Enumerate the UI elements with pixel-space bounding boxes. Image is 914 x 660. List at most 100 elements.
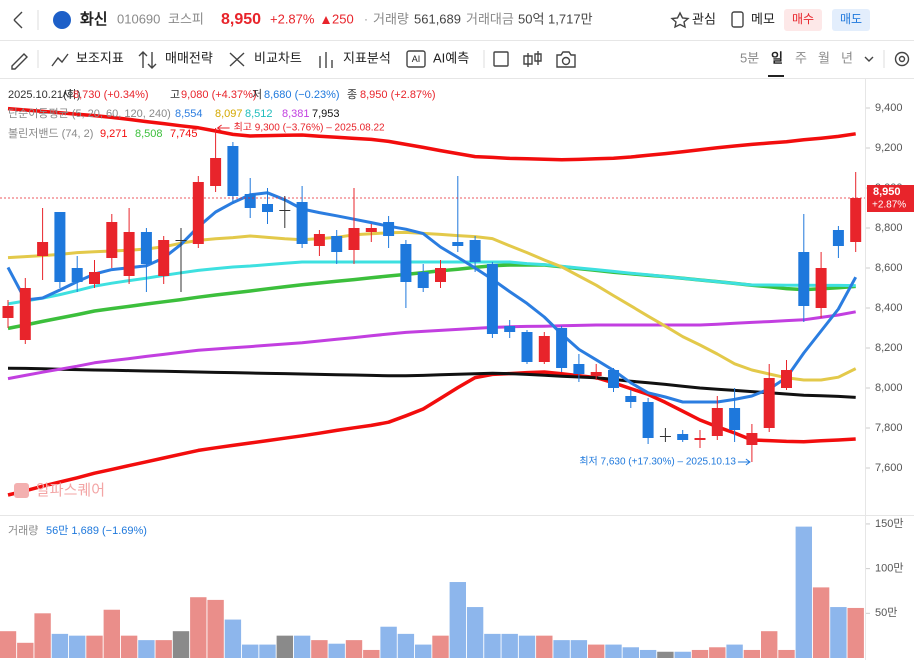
- annotation-arrow: [216, 124, 230, 132]
- toolbar-item[interactable]: 지표분석: [343, 50, 391, 65]
- candle-body: [106, 222, 118, 258]
- chevron[interactable]: [864, 56, 874, 62]
- toolbar-item[interactable]: 매매전략: [165, 50, 213, 65]
- analysis-icon[interactable]: [319, 52, 333, 68]
- buy-label[interactable]: 매수: [792, 12, 814, 26]
- camera-icon[interactable]: [556, 51, 576, 68]
- candle-body: [659, 436, 671, 437]
- last-price-box: [867, 185, 914, 212]
- toolbar-item[interactable]: AI예측: [433, 50, 469, 65]
- volume-bar: [605, 644, 622, 658]
- info-label: 고: [170, 89, 180, 101]
- change: 250: [332, 11, 354, 26]
- y-tick-label: 9,400: [875, 102, 903, 114]
- toolbar-item[interactable]: 비교차트: [254, 50, 302, 65]
- y-tick-label: 9,200: [875, 142, 903, 154]
- indicator-line: [7, 260, 856, 306]
- sell-label[interactable]: 매도: [840, 12, 862, 26]
- volume-bar: [778, 649, 795, 658]
- candle-body: [832, 230, 844, 246]
- sell-button[interactable]: [832, 9, 870, 31]
- period[interactable]: 주: [795, 50, 807, 65]
- volume-bar: [363, 649, 380, 658]
- stock-code: 010690: [117, 11, 160, 26]
- candle-body: [694, 438, 706, 440]
- candle-body: [227, 146, 239, 196]
- candle-body: [521, 332, 533, 362]
- info-label: 시: [62, 89, 72, 101]
- volume-bar: [812, 587, 830, 658]
- volume-pane: 150만 100만 50만: [0, 517, 903, 658]
- amount-label: 거래대금: [466, 11, 514, 26]
- info-date: 2025.10.21(화): [8, 88, 81, 101]
- header: 화신 010690 코스피 8,950 +2.87% 250 · 거래량 561…: [0, 9, 914, 41]
- volume-bar: [674, 651, 691, 658]
- price-pane: 9,4009,2009,0008,8008,6008,4008,2008,000…: [0, 102, 903, 497]
- stock-name: 화신: [80, 11, 108, 28]
- amount: 50억 1,717만: [518, 11, 593, 26]
- volume-bar: [622, 647, 639, 658]
- volume-bar: [69, 635, 86, 658]
- square-icon[interactable]: [493, 51, 509, 67]
- active-underline: [768, 75, 784, 77]
- candle-icon[interactable]: [523, 51, 542, 67]
- candle-body: [677, 434, 689, 440]
- price: 8,950: [221, 11, 261, 28]
- candle-body: [19, 288, 31, 340]
- bb-legend-title: 볼린저밴드 (74, 2): [8, 127, 93, 140]
- candle-body: [210, 158, 222, 186]
- period[interactable]: 년: [841, 50, 853, 65]
- indicator-line: [7, 106, 856, 162]
- change-pct: +2.87%: [270, 11, 315, 26]
- watch-button[interactable]: 관심: [692, 11, 716, 26]
- candle-body: [175, 240, 187, 241]
- candle-body: [486, 264, 498, 334]
- draw-icon[interactable]: [11, 53, 28, 70]
- volume-bar: [553, 640, 570, 658]
- volume-bar: [639, 649, 657, 658]
- candle-body: [89, 272, 100, 284]
- y-tick-label: 150만: [875, 517, 903, 530]
- period[interactable]: 월: [818, 50, 830, 65]
- volume-bar: [224, 619, 242, 658]
- candle-body: [781, 370, 792, 388]
- toolbar-item[interactable]: 보조지표: [76, 50, 124, 65]
- indicator-line: [7, 310, 856, 381]
- bb-legend-value: 8,508: [135, 128, 163, 140]
- volume-bar: [51, 633, 69, 658]
- volume-bar: [536, 635, 553, 658]
- volume-bar: [588, 644, 605, 658]
- volume-summary: 56만 1,689 (−1.69%): [46, 524, 147, 537]
- bb-legend-value: 7,745: [170, 128, 198, 140]
- period[interactable]: 5분: [740, 50, 759, 65]
- star-icon[interactable]: [670, 11, 690, 29]
- indicator-icon[interactable]: [51, 53, 69, 67]
- compare-icon[interactable]: [229, 52, 245, 67]
- strategy-icon[interactable]: [138, 51, 157, 69]
- ai-badge[interactable]: AI: [412, 54, 421, 64]
- camera-lens: [561, 56, 571, 66]
- ai-icon[interactable]: [406, 50, 426, 68]
- annotation-arrow: [737, 458, 751, 466]
- back-icon: [13, 11, 23, 29]
- volume-bar: [0, 631, 17, 658]
- candle-body: [37, 242, 49, 256]
- info-value: 8,950 (+2.87%): [360, 89, 436, 101]
- memo-icon[interactable]: [731, 11, 744, 28]
- candle-body: [71, 268, 83, 282]
- candle-body: [262, 204, 273, 212]
- watermark-logo: [14, 483, 29, 498]
- buy-button[interactable]: [784, 9, 822, 31]
- candle-body: [383, 222, 395, 236]
- y-tick-label: 7,800: [875, 422, 903, 434]
- overlay: 2025.10.21(화) 시 8,730 (+0.34%) 고 9,080 (…: [8, 88, 914, 537]
- settings-icon[interactable]: [894, 51, 910, 67]
- volume-bar: [103, 609, 120, 658]
- info-label: 종: [347, 89, 357, 101]
- volume-bar: [570, 640, 588, 658]
- volume-bar: [691, 649, 709, 658]
- candle-body: [2, 306, 14, 318]
- period-active[interactable]: 일: [771, 50, 783, 65]
- y-tick-label: 100만: [875, 562, 903, 575]
- memo-button[interactable]: 메모: [751, 11, 775, 26]
